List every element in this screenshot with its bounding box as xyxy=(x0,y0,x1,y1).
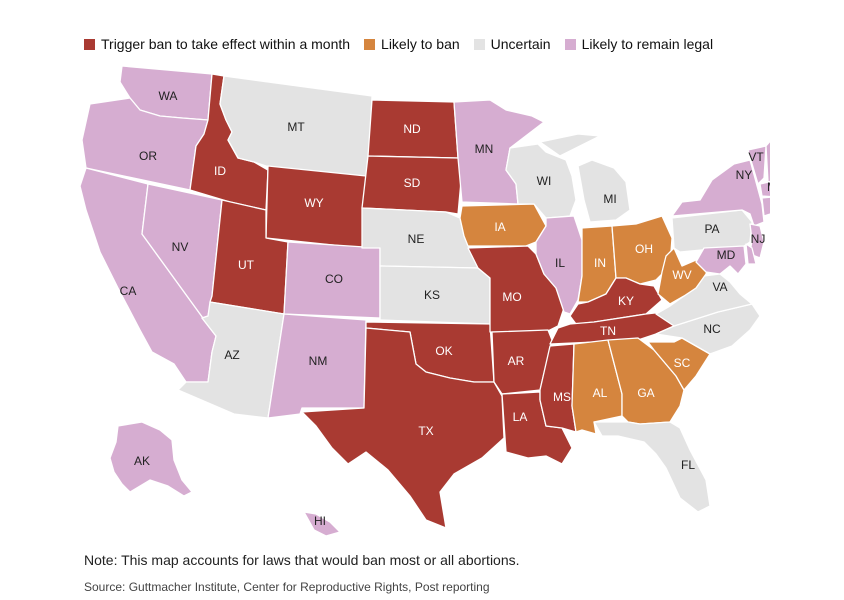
state-ct xyxy=(761,196,770,217)
state-label-al: AL xyxy=(593,386,608,400)
state-mo xyxy=(467,245,565,333)
state-label-co: CO xyxy=(325,272,343,286)
state-label-or: OR xyxy=(139,149,157,163)
state-label-ia: IA xyxy=(494,220,505,234)
legend-swatch-legal xyxy=(564,38,576,50)
state-label-ms: MS xyxy=(553,390,571,404)
state-label-nm: NM xyxy=(309,354,328,368)
state-label-fl: FL xyxy=(681,458,695,472)
state-label-tn: TN xyxy=(600,324,616,338)
state-ny xyxy=(671,159,765,227)
state-label-ne: NE xyxy=(408,232,425,246)
state-label-sc: SC xyxy=(674,356,691,370)
legend-label-legal: Likely to remain legal xyxy=(581,36,714,52)
state-label-wv: WV xyxy=(672,268,691,282)
legend-label-uncertain: Uncertain xyxy=(490,36,551,52)
state-nm xyxy=(267,313,367,419)
state-hi xyxy=(303,511,341,537)
state-label-ar: AR xyxy=(508,354,525,368)
state-label-md: MD xyxy=(717,248,736,262)
state-label-vt: VT xyxy=(748,150,764,164)
state-label-mo: MO xyxy=(502,290,521,304)
state-label-nj: NJ xyxy=(751,232,766,246)
legend-item-legal: Likely to remain legal xyxy=(564,36,714,52)
state-label-ma: MA xyxy=(767,180,770,194)
state-fl xyxy=(593,421,711,513)
state-label-la: LA xyxy=(513,410,528,424)
state-label-ca: CA xyxy=(120,284,137,298)
state-label-nc: NC xyxy=(703,322,721,336)
state-label-mt: MT xyxy=(287,120,305,134)
us-abortion-law-map: WA OR CA NV ID MT WY UT AZ CO NM ND SD NE KS OK TX MN IA MO… xyxy=(79,65,770,537)
state-label-ny: NY xyxy=(736,168,753,182)
state-label-il: IL xyxy=(555,256,565,270)
state-label-pa: PA xyxy=(704,222,719,236)
state-sc xyxy=(647,337,711,391)
state-label-ky: KY xyxy=(618,294,634,308)
state-label-ks: KS xyxy=(424,288,440,302)
state-nj xyxy=(749,223,765,259)
state-vt xyxy=(747,145,767,185)
map-legend: Trigger ban to take effect within a mont… xyxy=(84,36,727,52)
state-tx xyxy=(301,327,505,529)
state-ga xyxy=(607,337,685,425)
state-label-wi: WI xyxy=(537,174,552,188)
state-label-ga: GA xyxy=(637,386,654,400)
state-label-in: IN xyxy=(594,256,606,270)
state-label-id: ID xyxy=(214,164,226,178)
state-label-az: AZ xyxy=(224,348,239,362)
state-label-wa: WA xyxy=(159,89,178,103)
legend-swatch-trigger xyxy=(84,38,95,50)
state-label-mn: MN xyxy=(475,142,494,156)
state-label-nd: ND xyxy=(403,122,421,136)
state-label-hi: HI xyxy=(314,514,326,528)
state-label-va: VA xyxy=(712,280,727,294)
legend-swatch-likely xyxy=(364,38,376,50)
state-ak xyxy=(109,421,193,497)
map-note: Note: This map accounts for laws that wo… xyxy=(84,552,520,568)
state-md xyxy=(695,245,747,275)
state-label-sd: SD xyxy=(404,176,421,190)
state-de xyxy=(745,243,757,265)
legend-swatch-uncertain xyxy=(473,38,485,50)
state-mi xyxy=(539,133,631,223)
legend-label-likely: Likely to ban xyxy=(381,36,460,52)
state-label-oh: OH xyxy=(635,242,653,256)
map-source: Source: Guttmacher Institute, Center for… xyxy=(84,580,490,594)
state-label-mi: MI xyxy=(603,192,616,206)
legend-item-likely: Likely to ban xyxy=(364,36,460,52)
state-label-ak: AK xyxy=(134,454,150,468)
state-label-ok: OK xyxy=(435,344,452,358)
state-ma xyxy=(759,181,770,198)
legend-item-trigger: Trigger ban to take effect within a mont… xyxy=(84,36,350,52)
state-label-ut: UT xyxy=(238,258,255,272)
state-label-nv: NV xyxy=(172,240,189,254)
state-nh xyxy=(765,140,770,183)
legend-item-uncertain: Uncertain xyxy=(473,36,551,52)
state-label-wy: WY xyxy=(304,196,323,210)
state-label-tx: TX xyxy=(418,424,433,438)
legend-label-trigger: Trigger ban to take effect within a mont… xyxy=(101,36,351,52)
